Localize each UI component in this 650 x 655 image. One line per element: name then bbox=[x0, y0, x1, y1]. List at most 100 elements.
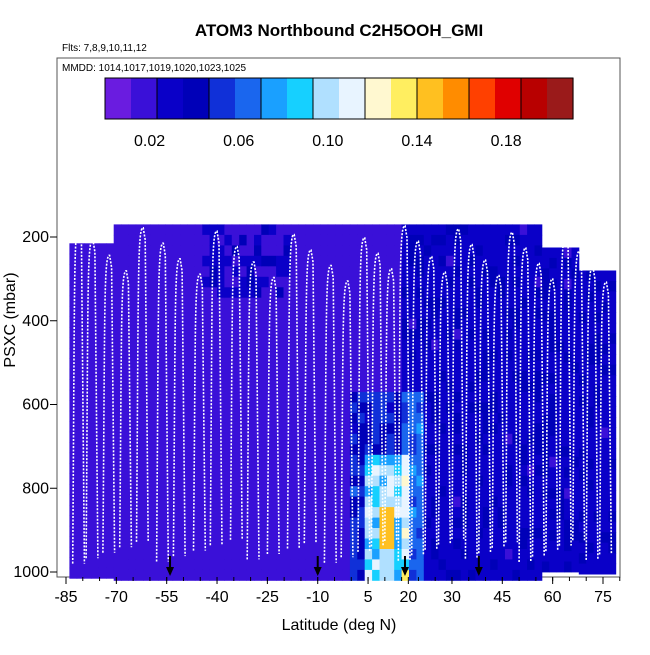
heatmap-cell bbox=[172, 517, 181, 529]
heatmap-cell bbox=[121, 486, 129, 498]
heatmap-cell bbox=[497, 486, 506, 498]
heatmap-cell bbox=[261, 391, 270, 403]
heatmap-cell bbox=[593, 375, 602, 387]
heatmap-cell bbox=[231, 297, 240, 309]
heatmap-cell bbox=[239, 381, 247, 393]
heatmap-cell bbox=[593, 438, 602, 449]
heatmap-cell bbox=[386, 350, 395, 361]
heatmap-cell bbox=[202, 507, 211, 518]
heatmap-cell bbox=[468, 371, 476, 382]
heatmap-cell bbox=[438, 454, 447, 466]
heatmap-cell bbox=[305, 381, 314, 393]
heatmap-cell bbox=[423, 423, 432, 435]
heatmap-cell bbox=[98, 316, 107, 328]
heatmap-cell bbox=[313, 255, 321, 267]
heatmap-cell bbox=[482, 496, 491, 508]
heatmap-cell bbox=[261, 423, 270, 435]
heatmap-cell bbox=[445, 255, 454, 267]
heatmap-cell bbox=[586, 563, 594, 575]
heatmap-cell bbox=[172, 433, 181, 445]
heatmap-cell bbox=[327, 412, 336, 424]
heatmap-cell bbox=[305, 255, 314, 267]
heatmap-cell bbox=[98, 243, 107, 255]
heatmap-cell bbox=[342, 454, 351, 466]
heatmap-cell bbox=[283, 255, 292, 267]
heatmap-cell bbox=[224, 549, 233, 560]
heatmap-cell bbox=[268, 496, 277, 508]
heatmap-cell bbox=[438, 276, 447, 288]
heatmap-cell bbox=[209, 412, 218, 424]
heatmap-cell bbox=[490, 507, 498, 518]
heatmap-cell bbox=[468, 329, 476, 340]
heatmap-cell bbox=[601, 312, 609, 324]
heatmap-cell bbox=[180, 496, 188, 508]
heatmap-cell bbox=[283, 266, 292, 278]
heatmap-cell bbox=[158, 423, 166, 435]
heatmap-cell bbox=[305, 496, 314, 508]
heatmap-cell bbox=[290, 433, 299, 445]
heatmap-cell bbox=[327, 433, 336, 445]
heatmap-cell bbox=[76, 546, 85, 558]
heatmap-cell bbox=[128, 549, 137, 560]
heatmap-cell bbox=[475, 287, 484, 299]
heatmap-cell bbox=[313, 318, 321, 330]
heatmap-cell bbox=[209, 266, 218, 278]
heatmap-cell bbox=[135, 371, 144, 382]
heatmap-cell bbox=[172, 371, 181, 382]
heatmap-cell bbox=[165, 538, 174, 550]
heatmap-cell bbox=[187, 308, 196, 320]
heatmap-cell bbox=[601, 396, 609, 407]
heatmap-cell bbox=[593, 281, 602, 292]
heatmap-cell bbox=[313, 308, 321, 320]
heatmap-cell bbox=[372, 538, 380, 550]
heatmap-cell bbox=[165, 528, 174, 539]
heatmap-cell bbox=[128, 276, 137, 288]
heatmap-cell bbox=[416, 266, 425, 278]
heatmap-cell bbox=[106, 348, 115, 359]
heatmap-cell bbox=[342, 528, 351, 539]
heatmap-cell bbox=[121, 559, 129, 571]
heatmap-cell bbox=[438, 339, 447, 351]
heatmap-cell bbox=[490, 287, 498, 299]
heatmap-cell bbox=[527, 234, 535, 246]
heatmap-cell bbox=[364, 507, 373, 518]
heatmap-cell bbox=[372, 465, 380, 477]
heatmap-cell bbox=[519, 245, 528, 257]
heatmap-cell bbox=[445, 517, 454, 529]
heatmap-cell bbox=[261, 465, 270, 477]
heatmap-cell bbox=[305, 371, 314, 382]
heatmap-cell bbox=[349, 266, 358, 278]
heatmap-cell bbox=[165, 360, 174, 372]
heatmap-cell bbox=[313, 412, 321, 424]
heatmap-cell bbox=[298, 454, 307, 466]
heatmap-cell bbox=[187, 569, 196, 581]
heatmap-cell bbox=[254, 287, 262, 299]
heatmap-cell bbox=[564, 477, 572, 489]
heatmap-cell bbox=[379, 402, 388, 414]
heatmap-cell bbox=[527, 423, 535, 435]
heatmap-cell bbox=[313, 381, 321, 393]
heatmap-cell bbox=[172, 245, 181, 257]
heatmap-cell bbox=[527, 465, 535, 477]
heatmap-cell bbox=[121, 245, 129, 257]
heatmap-cell bbox=[534, 287, 543, 299]
heatmap-cell bbox=[254, 517, 262, 529]
heatmap-cell bbox=[527, 339, 535, 351]
heatmap-cell bbox=[372, 412, 380, 424]
heatmap-cell bbox=[172, 507, 181, 518]
heatmap-cell bbox=[76, 285, 85, 297]
heatmap-cell bbox=[564, 540, 572, 552]
heatmap-cell bbox=[534, 360, 543, 372]
heatmap-cell bbox=[202, 423, 211, 435]
heatmap-cell bbox=[268, 444, 277, 456]
heatmap-cell bbox=[386, 569, 395, 581]
heatmap-cell bbox=[172, 381, 181, 393]
heatmap-cell bbox=[113, 433, 122, 445]
heatmap-cell bbox=[239, 255, 247, 267]
heatmap-cell bbox=[401, 276, 410, 288]
heatmap-cell bbox=[172, 465, 181, 477]
heatmap-cell bbox=[549, 425, 558, 437]
heatmap-cell bbox=[194, 423, 203, 435]
heatmap-cell bbox=[187, 297, 196, 309]
heatmap-cell bbox=[608, 532, 617, 544]
